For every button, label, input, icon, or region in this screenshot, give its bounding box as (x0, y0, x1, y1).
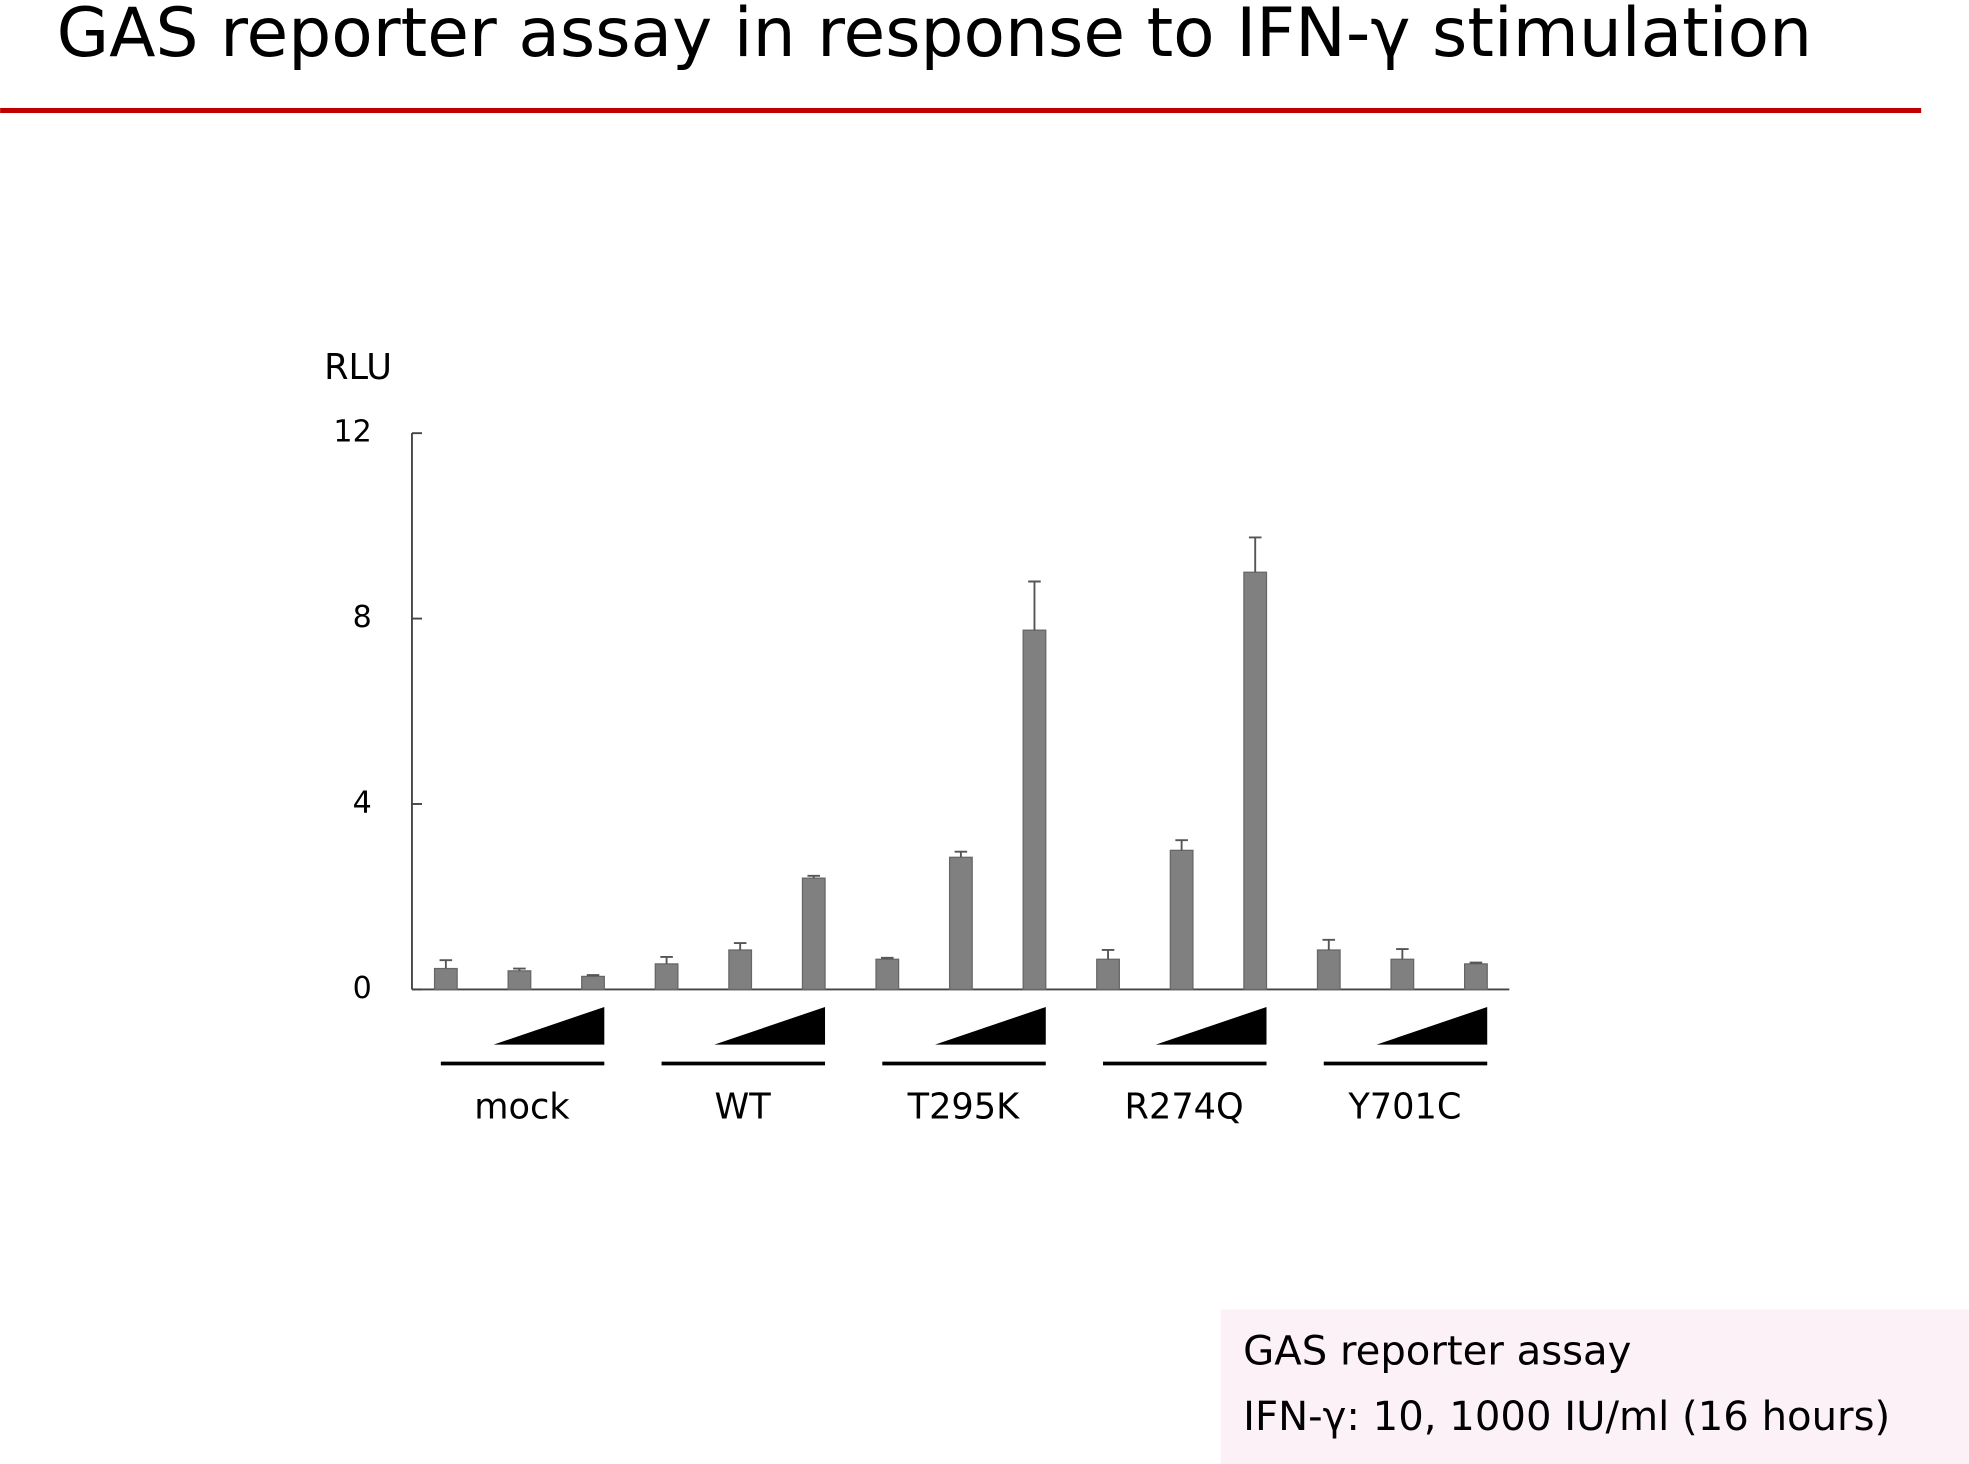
bar (1316, 949, 1341, 991)
bar (948, 856, 973, 991)
dose-wedge (493, 1006, 605, 1045)
x-tick-label: Y701C (1347, 1087, 1461, 1128)
bar (1022, 629, 1047, 991)
bar (1390, 958, 1415, 991)
bar (1169, 849, 1194, 991)
bar (1464, 963, 1488, 991)
note-line: GAS reporter assay (1243, 1329, 1631, 1375)
error-bar (807, 874, 821, 879)
y-tick-label: 4 (353, 785, 372, 820)
bar (1096, 958, 1120, 991)
bar (433, 967, 458, 991)
error-bar (954, 850, 968, 858)
x-tick-label: WT (715, 1087, 772, 1128)
bar (654, 963, 679, 991)
x-tick-label: R274Q (1125, 1087, 1244, 1128)
error-bar (733, 942, 747, 950)
y-axis-label: RLU (324, 347, 392, 388)
title-rule (0, 107, 1922, 114)
bar (801, 877, 826, 991)
bar (581, 975, 605, 991)
note-line: IFN-γ: 10, 1000 IU/ml (16 hours) (1243, 1394, 1890, 1440)
y-tick-label: 0 (353, 971, 372, 1006)
error-bar (1101, 949, 1115, 960)
error-bar (513, 967, 526, 971)
error-bar (1396, 948, 1409, 960)
bar (875, 958, 900, 991)
error-bar (1469, 961, 1483, 964)
error-bar (1175, 839, 1188, 851)
bar (1243, 571, 1268, 991)
x-tick-label: mock (474, 1087, 570, 1128)
bar (507, 970, 532, 991)
dose-wedge (1376, 1006, 1488, 1045)
y-tick-label: 12 (333, 415, 371, 450)
x-tick-label: T295K (907, 1087, 1021, 1128)
error-bar (586, 974, 600, 977)
dose-wedge (714, 1006, 826, 1045)
error-bar (1322, 938, 1336, 950)
error-bar (1028, 580, 1041, 631)
error-bar (1248, 536, 1262, 573)
error-bar (881, 956, 894, 960)
y-tick-label: 8 (353, 600, 372, 635)
error-bar (660, 956, 673, 964)
bar (728, 949, 753, 991)
chart-title: GAS reporter assay in response to IFN-γ … (57, 0, 1812, 72)
note-box (1220, 1309, 1969, 1464)
dose-wedge (935, 1006, 1046, 1045)
dose-wedge (1155, 1006, 1267, 1045)
error-bar (439, 959, 453, 969)
